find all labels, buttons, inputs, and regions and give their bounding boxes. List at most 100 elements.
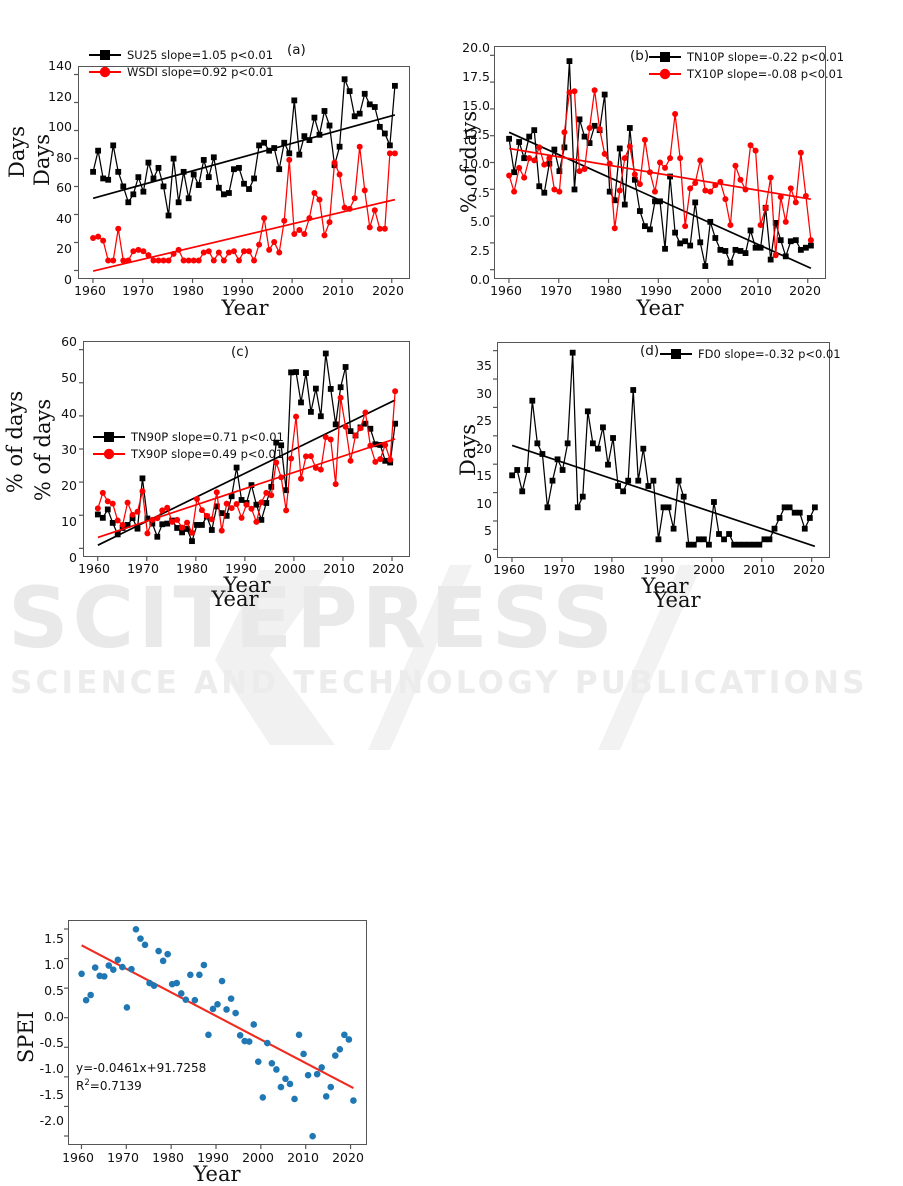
panel-b-legend-label-tx10p: TX10P slope=-0.08 p<0.01 bbox=[687, 66, 844, 81]
panel-spei-plot bbox=[64, 926, 357, 1149]
panel-b-xtick-0: 1960 bbox=[490, 283, 522, 298]
panel-a-plot bbox=[74, 73, 398, 283]
panel-b-ytick-0: 0.0 bbox=[470, 272, 490, 287]
panel-spei-xtick-4: 2000 bbox=[242, 1150, 274, 1165]
panel-b-legend-label-tn10p: TN10P slope=-0.22 p<0.01 bbox=[687, 49, 845, 64]
panel-d-xtick-6: 2020 bbox=[793, 562, 825, 577]
panel-c-xlabel-dup: Year bbox=[211, 587, 259, 611]
panel-a: 0 20 40 60 80 100 120 140 1960 1970 1980… bbox=[0, 20, 440, 320]
watermark-subtitle: SCIENCE AND TECHNOLOGY PUBLICATIONS bbox=[10, 665, 868, 701]
panel-d: 0 5 10 15 20 25 30 35 1960 1970 1980 199… bbox=[450, 320, 903, 620]
spei-r-value: =0.7139 bbox=[89, 1079, 142, 1093]
panel-a-legend-item-su25: SU25 slope=1.05 p<0.01 bbox=[88, 46, 274, 63]
panel-a-legend-item-wsdi: WSDI slope=0.92 p<0.01 bbox=[88, 63, 274, 80]
panel-spei: -2.0 -1.5 -1.0 -0.5 0.0 0.5 1.0 1.5 1960… bbox=[0, 880, 470, 1186]
panel-a-legend-label-su25: SU25 slope=1.05 p<0.01 bbox=[127, 47, 274, 62]
panel-spei-ytick-7: 1.5 bbox=[44, 931, 64, 946]
panel-spei-ytick-4: 0.0 bbox=[44, 1009, 64, 1024]
legend-square-marker-icon bbox=[649, 51, 681, 62]
panel-d-ytick-0: 0 bbox=[484, 551, 492, 566]
spei-r-exponent: 2 bbox=[84, 1078, 90, 1088]
panel-spei-annotation: y=-0.0461x+91.7258 R2=0.7139 bbox=[76, 1061, 206, 1094]
panel-b-xtick-2: 1980 bbox=[590, 283, 622, 298]
panel-spei-ytick-5: 0.5 bbox=[44, 983, 64, 998]
panel-c-xlabel: Year bbox=[223, 573, 271, 597]
panel-c-xtick-6: 2020 bbox=[372, 561, 404, 576]
panel-d-ytick-4: 20 bbox=[476, 441, 492, 456]
panel-b-ytick-7: 17.5 bbox=[462, 69, 490, 84]
legend-circle-marker-icon bbox=[93, 448, 125, 459]
panel-b-ytick-4: 10.0 bbox=[462, 156, 490, 171]
panel-d-xtick-5: 2010 bbox=[743, 562, 775, 577]
panel-c-plot bbox=[79, 349, 399, 561]
panel-spei-frame bbox=[68, 920, 367, 1145]
panel-d-ytick-5: 25 bbox=[476, 413, 492, 428]
panel-spei-xtick-0: 1960 bbox=[62, 1150, 94, 1165]
panel-a-frame bbox=[78, 66, 410, 279]
legend-square-marker-icon bbox=[93, 431, 125, 442]
legend-circle-marker-icon bbox=[649, 68, 681, 79]
panel-a-xtick-2: 1980 bbox=[172, 283, 204, 298]
panel-d-xlabel: Year bbox=[641, 574, 689, 598]
panel-a-ytick-1: 20 bbox=[56, 241, 72, 256]
spei-r-squared: R2=0.7139 bbox=[76, 1076, 206, 1094]
panel-spei-ytick-1: -1.5 bbox=[39, 1087, 64, 1102]
panel-b-plot bbox=[490, 54, 814, 283]
panel-a-xtick-1: 1970 bbox=[122, 283, 154, 298]
panel-spei-ytick-0: -2.0 bbox=[39, 1113, 64, 1128]
panel-c-ytick-6: 60 bbox=[61, 334, 77, 349]
panel-a-ytick-6: 120 bbox=[48, 89, 72, 104]
panel-d-frame bbox=[497, 342, 830, 558]
panel-d-xtick-0: 1960 bbox=[493, 562, 525, 577]
panel-b-xtick-1: 1970 bbox=[540, 283, 572, 298]
panel-d-legend: FD0 slope=-0.32 p<0.01 bbox=[659, 345, 841, 362]
panel-c-ytick-4: 40 bbox=[61, 406, 77, 421]
panel-b-ytick-5: 12.5 bbox=[462, 127, 490, 142]
panel-c-ytick-5: 50 bbox=[61, 370, 77, 385]
panel-d-xtick-3: 1990 bbox=[643, 562, 675, 577]
panel-b-frame bbox=[494, 46, 826, 279]
panel-c-xtick-2: 1980 bbox=[176, 561, 208, 576]
panel-a-xtick-6: 2020 bbox=[372, 283, 404, 298]
panel-c-xtick-3: 1990 bbox=[225, 561, 257, 576]
panel-a-ytick-5: 100 bbox=[48, 119, 72, 134]
panel-spei-ytick-3: -0.5 bbox=[39, 1035, 64, 1050]
panel-d-ytick-2: 10 bbox=[476, 496, 492, 511]
panel-c-tag: (c) bbox=[231, 344, 249, 360]
panel-b-xtick-4: 2000 bbox=[690, 283, 722, 298]
panel-a-ytick-4: 80 bbox=[56, 150, 72, 165]
panel-a-xtick-4: 2000 bbox=[272, 283, 304, 298]
panel-b-ytick-2: 5.0 bbox=[470, 214, 490, 229]
panel-spei-xtick-2: 1980 bbox=[152, 1150, 184, 1165]
panel-spei-xtick-6: 2020 bbox=[332, 1150, 364, 1165]
panel-b-legend: TN10P slope=-0.22 p<0.01 TX10P slope=-0.… bbox=[648, 48, 844, 82]
panel-d-legend-label-fd0: FD0 slope=-0.32 p<0.01 bbox=[698, 346, 841, 361]
panel-b-legend-item-tx10p: TX10P slope=-0.08 p<0.01 bbox=[648, 65, 844, 82]
panel-d-plot bbox=[493, 349, 818, 562]
panel-a-ytick-3: 60 bbox=[56, 180, 72, 195]
panel-b-xlabel: Year bbox=[636, 296, 684, 320]
panel-c-ytick-2: 20 bbox=[61, 478, 77, 493]
panel-c-ytick-1: 10 bbox=[61, 514, 77, 529]
panel-spei-xtick-5: 2010 bbox=[287, 1150, 319, 1165]
panel-d-ytick-6: 30 bbox=[476, 386, 492, 401]
panel-c-xtick-4: 2000 bbox=[274, 561, 306, 576]
panel-spei-ytick-6: 1.0 bbox=[44, 957, 64, 972]
panel-d-tag: (d) bbox=[640, 343, 660, 359]
panel-a-xtick-5: 2010 bbox=[322, 283, 354, 298]
panel-b-ytick-3: 7.5 bbox=[470, 185, 490, 200]
panel-d-xlabel-dup: Year bbox=[653, 588, 701, 612]
panel-a-tag: (a) bbox=[287, 42, 306, 58]
panel-b-legend-item-tn10p: TN10P slope=-0.22 p<0.01 bbox=[648, 48, 844, 65]
panel-c-legend: TN90P slope=0.71 p<0.01 TX90P slope=0.49… bbox=[92, 428, 284, 462]
panel-a-ytick-7: 140 bbox=[48, 58, 72, 73]
panel-c-legend-item-tn90p: TN90P slope=0.71 p<0.01 bbox=[92, 428, 284, 445]
panel-d-ytick-3: 15 bbox=[476, 468, 492, 483]
panel-b: 0.0 2.5 5.0 7.5 10.0 12.5 15.0 17.5 20.0… bbox=[450, 20, 903, 320]
panel-b-ytick-1: 2.5 bbox=[470, 243, 490, 258]
panel-c-xtick-0: 1960 bbox=[78, 561, 110, 576]
legend-circle-marker-icon bbox=[89, 66, 121, 77]
legend-square-marker-icon bbox=[660, 348, 692, 359]
panel-c: 0 10 20 30 40 50 60 1960 1970 1980 1990 … bbox=[0, 320, 440, 620]
